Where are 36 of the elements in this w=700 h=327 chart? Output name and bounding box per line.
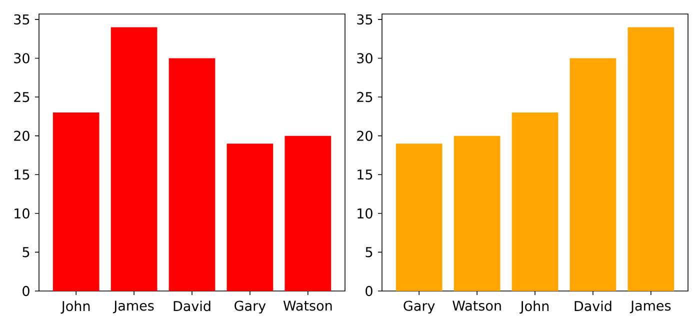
bar xyxy=(110,27,158,291)
y-tick-label: 0 xyxy=(22,286,30,296)
x-tick-label: Watson xyxy=(283,300,332,311)
y-tick-label: 25 xyxy=(14,92,30,102)
bar xyxy=(512,112,558,291)
bar xyxy=(628,27,674,291)
bar xyxy=(396,144,442,291)
y-tick-label: 5 xyxy=(366,247,372,258)
y-tick-label: 10 xyxy=(14,208,30,219)
y-tick-label: 25 xyxy=(357,92,372,102)
bar xyxy=(226,144,274,291)
bar xyxy=(570,58,616,291)
y-tick-label: 15 xyxy=(358,170,372,180)
y-tick-label: 20 xyxy=(14,130,30,141)
bar xyxy=(284,136,332,291)
x-tick-label: Gary xyxy=(404,300,435,314)
y-tick-label: 0 xyxy=(366,286,372,296)
x-tick-label: David xyxy=(574,300,612,312)
x-tick-label: James xyxy=(112,300,154,314)
x-tick-label: Gary xyxy=(234,300,266,314)
y-tick-label: 10 xyxy=(358,208,372,219)
y-tick-label: 30 xyxy=(14,53,30,64)
y-tick-label: 30 xyxy=(357,53,372,64)
x-tick-label: John xyxy=(520,300,549,314)
x-tick-label: John xyxy=(60,300,90,314)
y-tick-label: 35 xyxy=(14,14,30,25)
bar xyxy=(454,136,500,291)
x-tick-label: Watson xyxy=(452,300,501,311)
y-tick-label: 35 xyxy=(357,14,372,25)
y-tick-label: 5 xyxy=(22,247,30,258)
x-tick-label: David xyxy=(174,300,210,312)
x-tick-label: James xyxy=(630,300,671,314)
y-tick-label: 15 xyxy=(14,170,30,180)
bar xyxy=(52,112,100,291)
bar xyxy=(168,58,216,291)
y-tick-label: 20 xyxy=(357,130,372,141)
